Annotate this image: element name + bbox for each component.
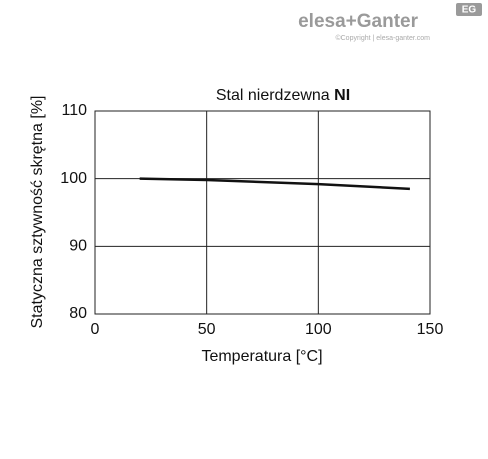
x-tick-label: 0	[91, 321, 100, 338]
logo-brand: elesa+Ganter	[298, 11, 418, 32]
plot-frame	[94, 110, 431, 315]
y-tick-label: 110	[61, 102, 87, 119]
data-line	[139, 177, 410, 191]
y-tick-label: 90	[69, 238, 87, 255]
y-axis-label: Statyczna sztywność skrętna [%]	[29, 96, 46, 329]
y-tick-label: 100	[60, 170, 87, 187]
title-emphasis: NI	[334, 87, 350, 104]
title-text: Stal nierdzewna	[216, 87, 330, 104]
logo-badge: EG	[462, 5, 477, 16]
logo-badge-box	[456, 3, 482, 16]
x-tick-label: 150	[417, 321, 444, 338]
x-tick-label: 100	[305, 321, 332, 338]
chart-title: Stal nierdzewna NI	[216, 87, 350, 104]
y-tick-label: 80	[69, 305, 87, 322]
x-tick-label: 50	[198, 321, 216, 338]
x-axis-label: Temperatura [°C]	[201, 348, 322, 365]
logo-copyright: ©Copyright | elesa-ganter.com	[335, 34, 430, 42]
